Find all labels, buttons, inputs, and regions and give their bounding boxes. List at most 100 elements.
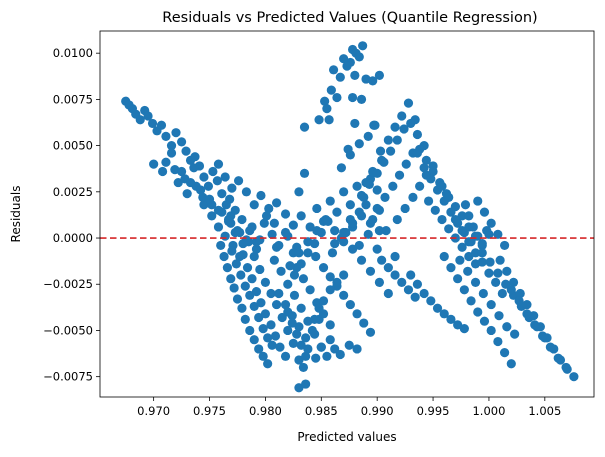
data-point <box>502 322 512 332</box>
data-point <box>135 115 145 125</box>
data-point <box>493 268 503 278</box>
y-tick-label: 0.0000 <box>53 231 93 245</box>
data-point <box>238 238 248 249</box>
data-point <box>223 214 234 225</box>
data-point <box>364 179 374 190</box>
data-point <box>161 131 171 141</box>
data-point <box>322 351 332 361</box>
data-point <box>230 227 240 238</box>
data-point <box>199 172 209 182</box>
data-point <box>412 148 423 158</box>
data-point <box>460 200 471 210</box>
data-point <box>508 277 519 287</box>
data-point <box>497 288 507 299</box>
data-point <box>312 203 322 214</box>
data-point <box>374 226 385 236</box>
y-axis: −0.0075 −0.0050 −0.0025 0.0000 0.0025 0.0050 0… <box>43 46 100 384</box>
x-tick-label: 0.990 <box>361 404 394 418</box>
y-tick-label: 0.0100 <box>53 46 93 60</box>
x-tick-label: 1.005 <box>528 404 561 418</box>
data-point <box>171 128 181 138</box>
data-point <box>406 270 416 280</box>
data-point <box>259 218 269 228</box>
data-point <box>493 336 503 347</box>
data-point <box>277 312 287 323</box>
data-point <box>446 263 456 273</box>
data-point <box>301 351 311 361</box>
data-point <box>271 242 282 252</box>
data-point <box>270 331 281 341</box>
points-layer <box>121 41 579 393</box>
data-point <box>457 242 467 252</box>
data-point <box>318 263 329 273</box>
data-point <box>276 266 286 276</box>
data-point <box>356 94 367 104</box>
data-point <box>255 235 265 245</box>
data-point <box>426 296 436 306</box>
data-point <box>439 309 449 319</box>
data-point <box>249 335 259 345</box>
data-point <box>296 259 306 269</box>
data-point <box>289 270 300 280</box>
data-point <box>303 248 313 258</box>
y-tick-label: −0.0025 <box>43 277 93 291</box>
data-point <box>515 288 525 299</box>
data-point <box>166 141 177 151</box>
data-point <box>280 209 291 219</box>
data-point <box>271 198 282 208</box>
data-point <box>350 118 360 129</box>
data-point <box>199 200 209 210</box>
data-point <box>249 301 259 312</box>
data-point <box>156 120 167 130</box>
data-point <box>437 181 447 191</box>
data-point <box>208 166 218 177</box>
data-point <box>537 331 548 341</box>
data-point <box>266 320 276 330</box>
data-point <box>455 255 465 265</box>
data-point <box>249 200 259 210</box>
data-point <box>294 248 304 258</box>
x-axis-label: Predicted values <box>297 430 396 444</box>
data-point <box>247 222 257 232</box>
data-point <box>368 76 378 86</box>
data-point <box>400 203 410 214</box>
data-point <box>444 224 454 234</box>
data-point <box>269 218 279 228</box>
data-point <box>530 320 540 330</box>
data-point <box>459 285 469 295</box>
data-point <box>323 216 333 226</box>
data-point <box>227 183 237 193</box>
data-point <box>464 251 474 262</box>
data-point <box>289 290 300 300</box>
data-point <box>354 52 364 62</box>
data-point <box>299 122 310 132</box>
data-point <box>352 309 362 319</box>
data-point <box>553 353 563 363</box>
data-point <box>332 92 342 103</box>
data-point <box>309 238 320 249</box>
data-point <box>463 266 473 276</box>
data-point <box>392 135 402 145</box>
data-point <box>288 220 298 230</box>
data-point <box>421 155 431 165</box>
data-point <box>316 227 326 238</box>
data-point <box>305 222 315 232</box>
data-point <box>479 207 490 217</box>
data-point <box>260 277 271 287</box>
data-point <box>522 309 532 319</box>
data-point <box>280 227 291 238</box>
data-point <box>258 324 268 334</box>
data-point <box>332 207 342 217</box>
data-point <box>335 349 345 360</box>
data-point <box>410 292 420 302</box>
y-tick-label: 0.0075 <box>53 92 93 106</box>
data-point <box>341 227 351 238</box>
data-point <box>426 174 436 184</box>
data-point <box>325 285 335 295</box>
data-point <box>283 325 293 336</box>
data-point <box>325 272 335 282</box>
data-point <box>397 277 407 287</box>
x-tick-label: 0.970 <box>137 404 170 418</box>
data-point <box>256 298 266 308</box>
